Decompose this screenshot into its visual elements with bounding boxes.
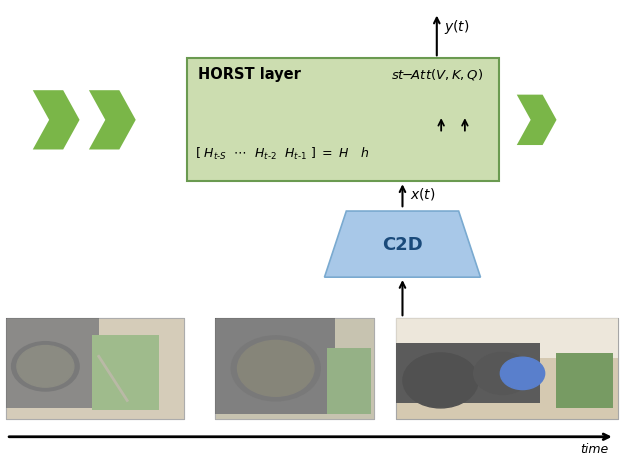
Text: time: time [580, 442, 608, 455]
Polygon shape [324, 212, 480, 278]
FancyBboxPatch shape [6, 318, 99, 409]
Polygon shape [517, 96, 557, 146]
Text: C2D: C2D [382, 236, 423, 253]
Circle shape [231, 336, 320, 401]
Text: $[\ H_{t\text{-}S}\ \ \cdots\ \ H_{t\text{-}2}\ \ H_{t\text{-}1}\ ]\ =\ H\quad h: $[\ H_{t\text{-}S}\ \ \cdots\ \ H_{t\tex… [195, 146, 369, 162]
FancyBboxPatch shape [396, 318, 618, 359]
FancyBboxPatch shape [187, 59, 499, 182]
FancyBboxPatch shape [396, 318, 618, 419]
FancyBboxPatch shape [6, 318, 184, 419]
FancyBboxPatch shape [6, 318, 184, 419]
FancyBboxPatch shape [327, 349, 371, 414]
Circle shape [17, 346, 74, 387]
Polygon shape [89, 91, 136, 150]
Circle shape [12, 342, 79, 391]
FancyBboxPatch shape [396, 344, 540, 404]
FancyBboxPatch shape [396, 318, 618, 419]
Text: $x(t)$: $x(t)$ [410, 186, 436, 202]
FancyBboxPatch shape [215, 318, 374, 419]
Circle shape [238, 341, 314, 396]
Polygon shape [32, 91, 80, 150]
FancyBboxPatch shape [215, 318, 374, 419]
Text: $st\!\!-\!\!Att(V,K,Q)$: $st\!\!-\!\!Att(V,K,Q)$ [391, 67, 484, 82]
FancyBboxPatch shape [215, 318, 334, 414]
FancyBboxPatch shape [556, 354, 613, 409]
FancyBboxPatch shape [92, 335, 159, 410]
Circle shape [474, 353, 532, 394]
Circle shape [403, 353, 478, 408]
Text: HORST layer: HORST layer [198, 67, 301, 82]
Text: $y(t)$: $y(t)$ [444, 18, 470, 36]
Circle shape [500, 358, 545, 389]
